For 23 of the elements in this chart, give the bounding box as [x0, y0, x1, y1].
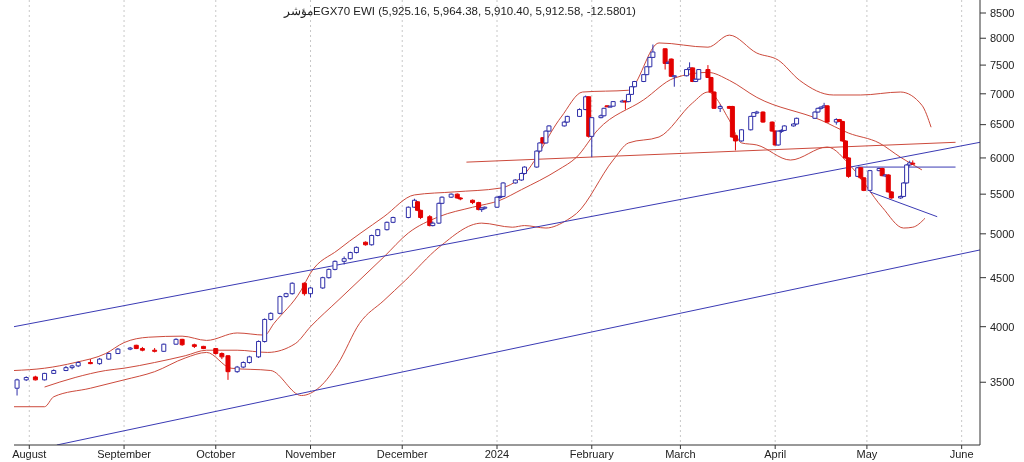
y-tick-label: 5500	[990, 188, 1015, 201]
x-tick-label: April	[764, 448, 787, 460]
y-tick-label: 3500	[990, 376, 1015, 389]
y-tick-label: 6500	[990, 118, 1015, 131]
chart-title: مؤشرEGX70 EWI (5,925.16, 5,964.38, 5,910.40, 5,912.58, -12.5801)	[283, 5, 637, 18]
x-tick-label: December	[376, 448, 428, 460]
x-tick-label: August	[12, 448, 47, 460]
x-tick-label: September	[97, 448, 152, 460]
x-tick-label: June	[949, 448, 974, 460]
y-tick-label: 5000	[990, 227, 1015, 240]
y-tick-label: 4500	[990, 271, 1015, 284]
y-tick-label: 7000	[990, 87, 1015, 100]
y-tick-label: 8500	[990, 6, 1015, 19]
x-tick-label: 2024	[484, 448, 510, 460]
x-tick-label: November	[285, 448, 337, 460]
y-tick-label: 7500	[990, 58, 1015, 71]
y-tick-label: 6000	[990, 151, 1015, 164]
x-tick-label: March	[665, 448, 696, 460]
y-tick-label: 4000	[990, 320, 1015, 333]
x-tick-label: February	[569, 448, 615, 460]
x-tick-label: October	[196, 448, 236, 460]
x-tick-label: May	[856, 448, 878, 460]
y-tick-label: 8000	[990, 32, 1015, 45]
